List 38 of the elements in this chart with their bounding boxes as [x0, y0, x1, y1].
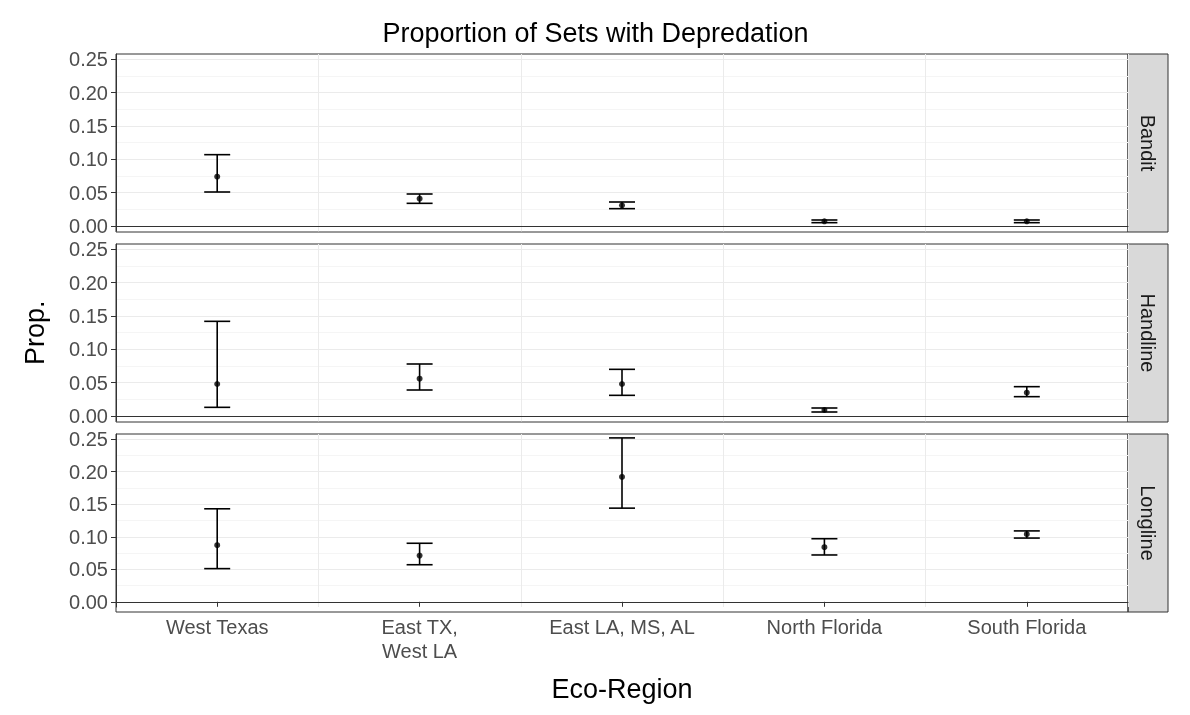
y-tick-label: 0.15 [69, 305, 108, 327]
point [821, 544, 828, 551]
point [214, 542, 221, 549]
y-tick-label: 0.15 [69, 115, 108, 137]
chart-title: Proportion of Sets with Depredation [382, 17, 809, 48]
point [214, 173, 221, 180]
text: Bandit [1137, 114, 1159, 172]
y-tick-label: 0.10 [69, 148, 108, 171]
x-tick-label: South Florida [967, 616, 1088, 638]
y-tick-label: 0.20 [69, 81, 108, 104]
y-tick-label: 0.25 [69, 48, 108, 71]
y-tick-label: 0.15 [69, 493, 108, 516]
y-tick-label: 0.20 [69, 271, 108, 294]
y-tick-label: 0.25 [69, 238, 108, 261]
point [619, 381, 625, 387]
x-axis-title: Eco-Region [551, 673, 693, 704]
y-tick-label: 0.25 [69, 428, 108, 451]
point [1023, 389, 1030, 396]
y-tick-label: 0.05 [69, 181, 108, 204]
y-tick-label: 0.05 [69, 371, 108, 394]
point [416, 375, 423, 382]
y-axis-title: Prop. [19, 300, 50, 365]
y-tick-label: 0.00 [69, 215, 108, 237]
y-tick-label: 0.05 [69, 558, 108, 581]
point [619, 473, 625, 480]
x-tick-label: East TX, West LA [381, 616, 458, 662]
x-tick-label: East LA, MS, AL [549, 616, 695, 638]
point [214, 381, 221, 387]
y-tick-label: 0.20 [69, 460, 108, 483]
x-tick-label: West Texas [165, 616, 269, 638]
y-tick-label: 0.10 [69, 338, 108, 361]
y-tick-label: 0.00 [69, 405, 108, 427]
point [416, 552, 423, 559]
x-tick-label: North Florida [766, 616, 884, 638]
y-tick-label: 0.10 [69, 525, 108, 548]
text: Longline [1137, 485, 1159, 561]
text: Handline [1137, 293, 1159, 373]
y-tick-label: 0.00 [69, 590, 108, 613]
